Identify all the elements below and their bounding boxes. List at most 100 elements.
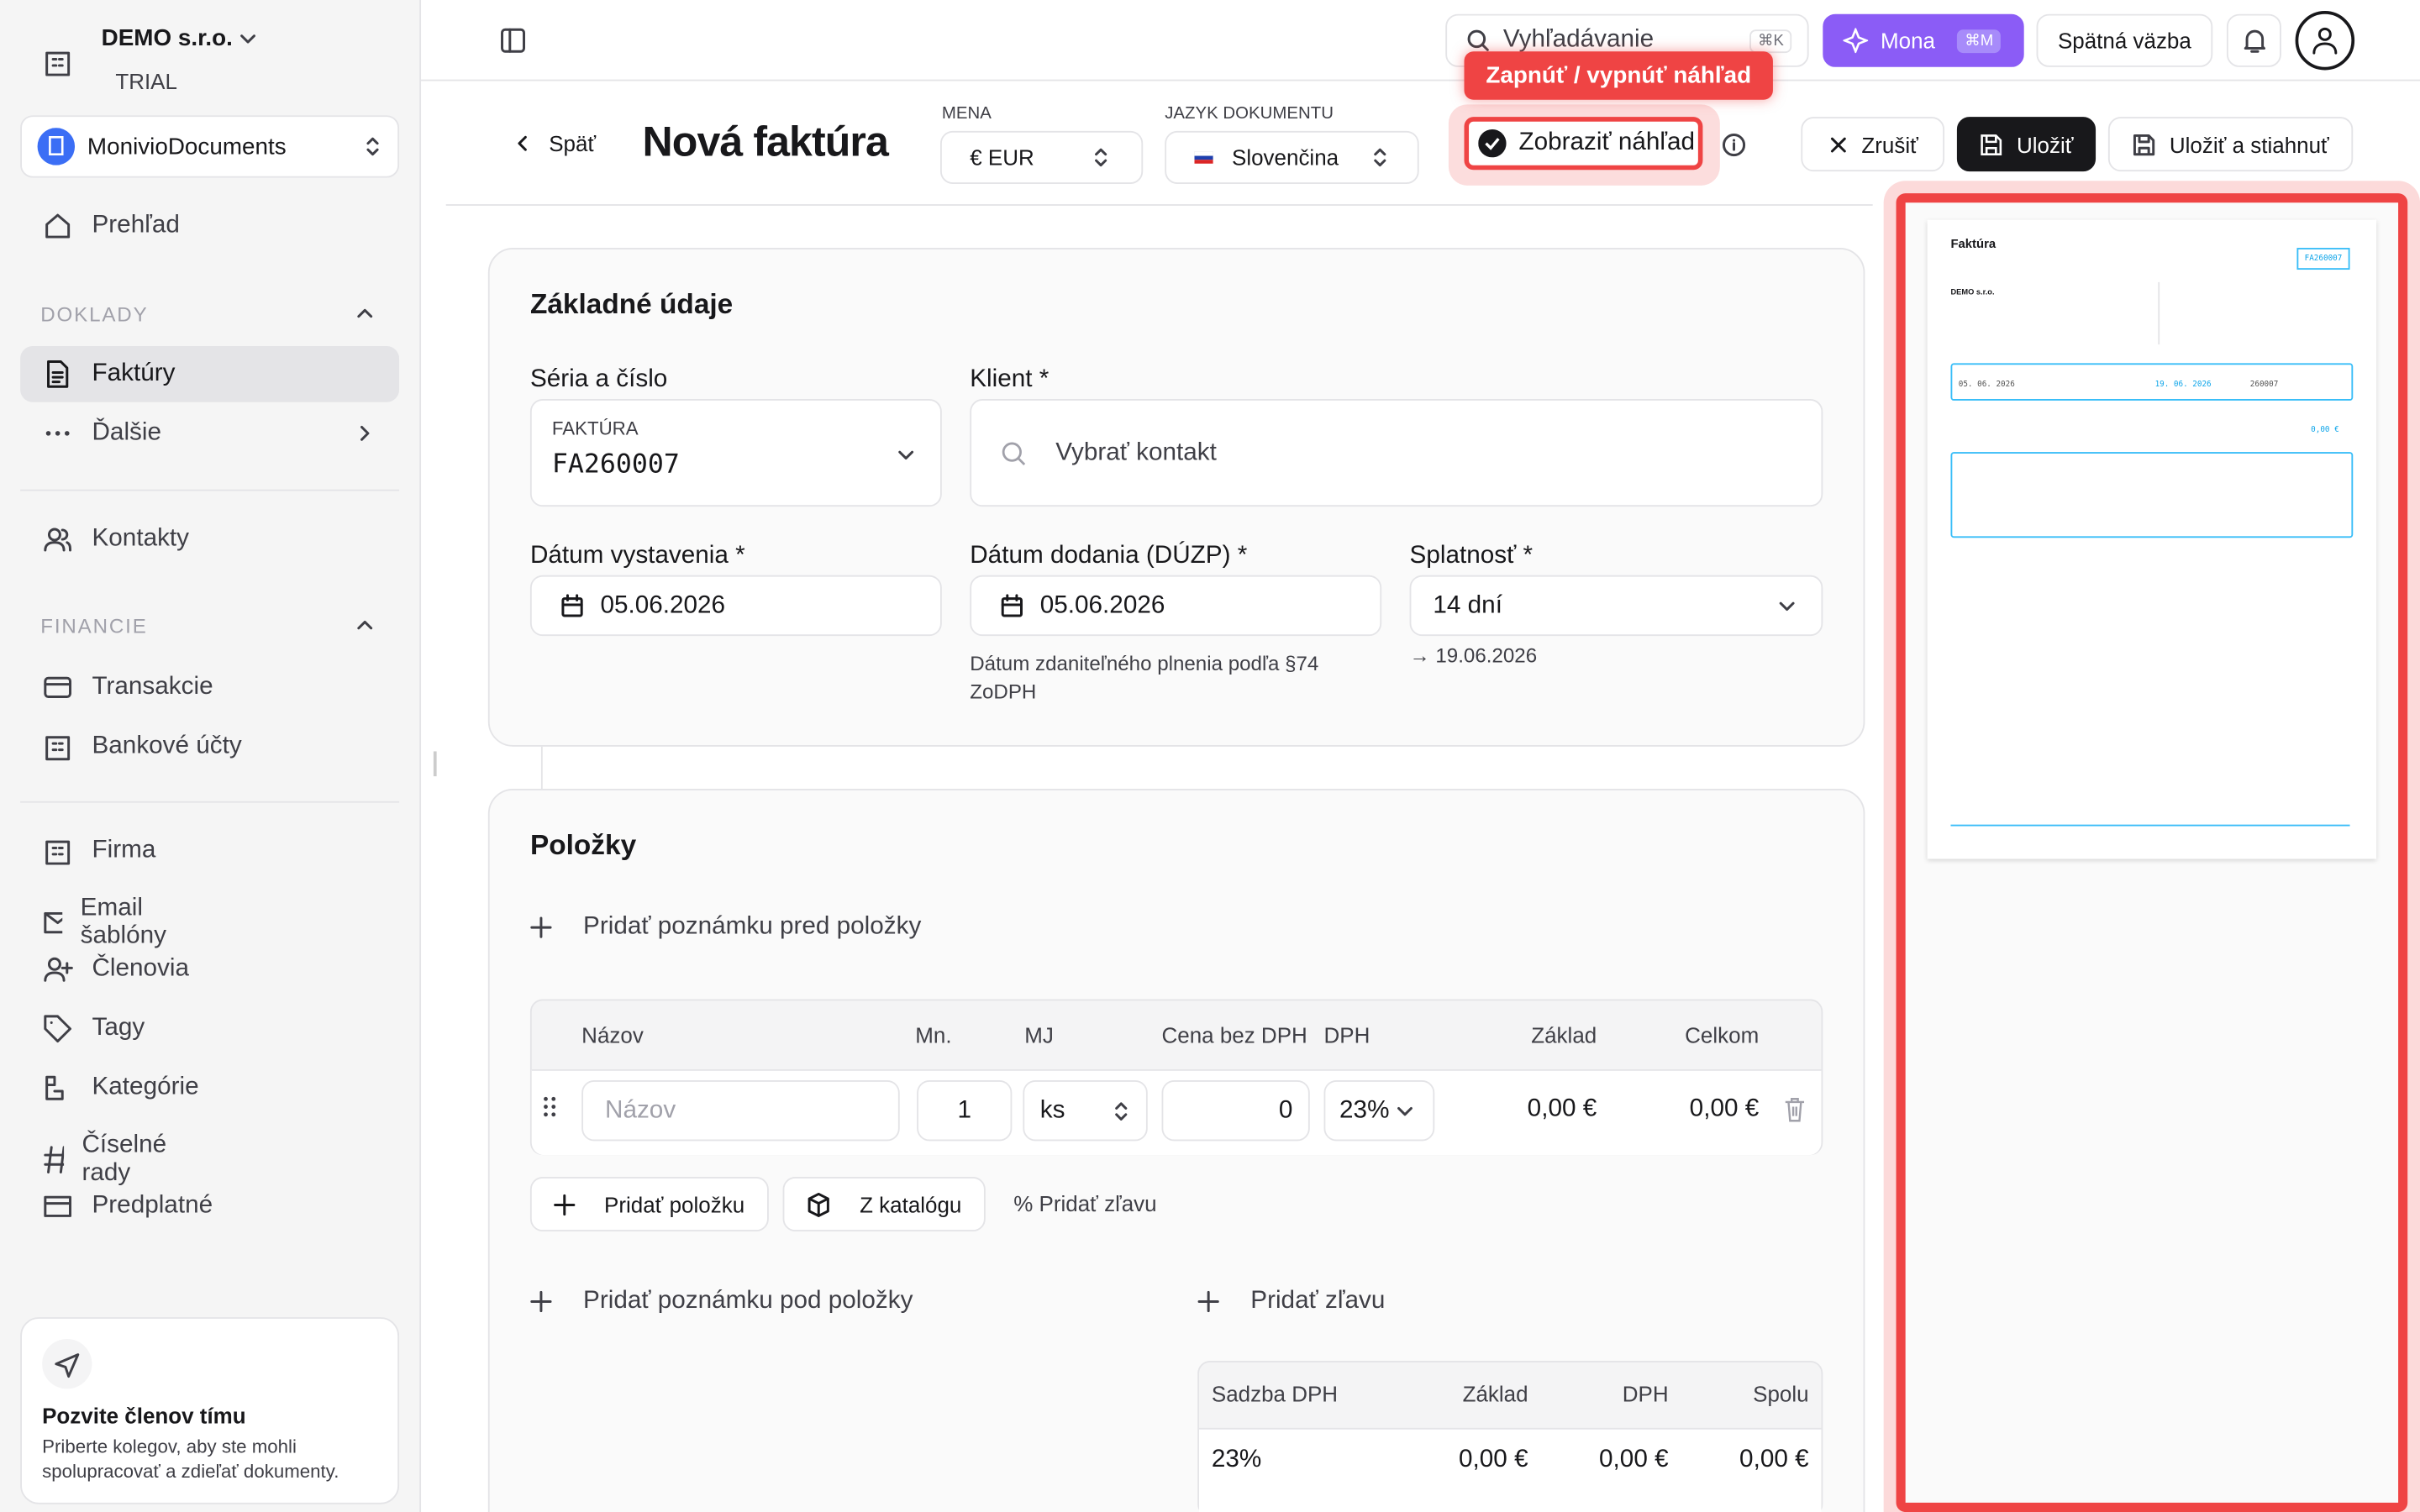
feedback-label: Spätná väzba	[2057, 28, 2191, 54]
vat-cell: 0,00 €	[1459, 1446, 1528, 1473]
save-download-button[interactable]: Uložiť a stiahnuť	[2107, 117, 2354, 172]
info-icon[interactable]	[1722, 133, 1747, 158]
tooltip: Zapnúť / vypnúť náhľad	[1464, 51, 1773, 100]
item-quantity[interactable]: 1	[917, 1080, 1013, 1142]
issue-date[interactable]: 05.06.2026	[529, 575, 942, 637]
preview-vs: 260007	[2249, 380, 2279, 390]
nav-active-bg	[20, 345, 400, 402]
invite-title: Pozvite členov tímu	[42, 1403, 246, 1428]
nav-transactions[interactable]: Transakcie	[42, 672, 213, 703]
discount-inline[interactable]: % Pridať zľavu	[1013, 1190, 1157, 1216]
avatar[interactable]	[2295, 10, 2355, 71]
link-label: Pridať poznámku pred položky	[583, 913, 922, 940]
nav-item[interactable]: Tagy	[42, 1013, 145, 1044]
add-item-button[interactable]: Pridať položku	[529, 1177, 769, 1232]
delete-item[interactable]	[1782, 1096, 1807, 1124]
item-price[interactable]: 0	[1161, 1080, 1310, 1142]
nav-label: Prehľad	[92, 212, 180, 239]
series-type: FAKTÚRA	[551, 417, 639, 440]
back-label: Späť	[549, 130, 597, 156]
preview-supplier: DEMO s.r.o.	[1950, 288, 1995, 298]
placeholder: Názov	[605, 1096, 676, 1124]
nav-overview[interactable]: Prehľad	[42, 211, 180, 242]
due-date: → 19.06.2026	[1409, 643, 1538, 668]
sidebar-toggle[interactable]	[499, 27, 527, 55]
invite-card: Pozvite členov tímu Priberte kolegov, ab…	[20, 1317, 400, 1504]
nav-contacts[interactable]: Kontakty	[42, 524, 189, 555]
chevron	[240, 34, 255, 44]
delivery-date[interactable]: 05.06.2026	[970, 575, 1382, 637]
item-name[interactable]: Názov	[581, 1080, 900, 1142]
note-after[interactable]: Pridať poznámku pod položky	[530, 1288, 913, 1315]
assistant-button[interactable]: Mona ⌘M	[1823, 13, 2024, 67]
nav-label: Kategórie	[92, 1074, 199, 1101]
shortcut: ⌘M	[1956, 29, 2002, 53]
notifications[interactable]	[2226, 13, 2281, 67]
workspace-switcher[interactable]: MonivioDocuments	[20, 115, 400, 178]
preview-title: Faktúra	[1950, 237, 1996, 251]
column-header: DPH	[1323, 1022, 1370, 1048]
due-select[interactable]: 14 dní	[1409, 575, 1823, 637]
item-base: 0,00 €	[1527, 1095, 1597, 1123]
nav-bank[interactable]: Bankové účty	[42, 731, 242, 762]
nav-more[interactable]: Ďalšie	[42, 417, 161, 449]
field-label: Klient *	[970, 366, 1050, 393]
back-link[interactable]: Späť	[514, 131, 596, 156]
field-hint: Dátum zdaniteľného plnenia podľa §74 ZoD…	[970, 651, 1319, 703]
item-vat[interactable]: 23%	[1323, 1080, 1435, 1142]
nav-label: Kontakty	[92, 525, 190, 552]
save-button[interactable]: Uložiť	[1956, 117, 2096, 172]
preview-toggle[interactable]: Zobraziť náhľad	[1464, 117, 1703, 171]
nav-label: Predplatné	[92, 1192, 213, 1220]
company-name[interactable]: DEMO s.r.o.	[101, 24, 233, 52]
workspace-name: MonivioDocuments	[87, 133, 287, 160]
column-header: Názov	[581, 1022, 644, 1048]
nav-item[interactable]: Email šablóny	[42, 895, 178, 951]
client-select[interactable]: Vybrať kontakt	[970, 399, 1823, 507]
feedback-button[interactable]: Spätná väzba	[2036, 13, 2213, 67]
nav-label: Ďalšie	[92, 419, 162, 446]
field-label: Splatnosť *	[1409, 542, 1534, 570]
field-label: Dátum vystavenia *	[529, 542, 745, 570]
item-unit[interactable]: ks	[1023, 1080, 1148, 1142]
client-placeholder: Vybrať kontakt	[1055, 438, 1217, 465]
cancel-button[interactable]: Zrušiť	[1801, 117, 1945, 172]
nav-label: Bankové účty	[92, 732, 242, 759]
nav-item[interactable]: Číselné rady	[42, 1131, 176, 1188]
nav-item[interactable]: Členovia	[42, 954, 189, 985]
vat: 23%	[1339, 1096, 1390, 1124]
preview-number: FA260007	[2296, 248, 2350, 270]
link-label: Pridať zľavu	[1250, 1287, 1386, 1315]
button-label: Pridať položku	[603, 1191, 745, 1217]
date-value: 05.06.2026	[1039, 591, 1165, 618]
column-header: Cena bez DPH	[1161, 1022, 1307, 1048]
nav-label: Členovia	[92, 955, 190, 983]
preview-issue: 05. 06. 2026	[1958, 380, 2015, 390]
nav-item[interactable]: Firma	[42, 836, 155, 867]
nav-invoices[interactable]: Faktúry	[42, 359, 175, 390]
language-select[interactable]: Slovenčina	[1165, 130, 1419, 184]
preview-toggle-label: Zobraziť náhľad	[1518, 129, 1696, 156]
vat-column-header: DPH	[1622, 1381, 1669, 1406]
unit: ks	[1039, 1096, 1065, 1124]
due-value: 14 dní	[1433, 591, 1502, 618]
currency-select[interactable]: € EUR	[939, 130, 1144, 184]
nav-label: Číselné rady	[82, 1131, 167, 1187]
vat-cell: 23%	[1211, 1446, 1262, 1473]
nav-label: Firma	[92, 837, 156, 864]
shortcut: ⌘K	[1749, 29, 1792, 53]
company-icon	[45, 51, 71, 76]
preview-document: Faktúra FA260007 DEMO s.r.o. 05. 06. 202…	[1927, 219, 2377, 859]
add-discount[interactable]: Pridať zľavu	[1197, 1288, 1385, 1315]
series-select[interactable]: FAKTÚRA FA260007	[529, 399, 942, 507]
nav-item[interactable]: Predplatné	[42, 1191, 213, 1222]
note-before[interactable]: Pridať poznámku pred položky	[530, 913, 921, 941]
nav-item[interactable]: Kategórie	[42, 1073, 199, 1104]
catalog-button[interactable]: Z katalógu	[782, 1177, 986, 1232]
assistant-label: Mona	[1880, 28, 1935, 54]
invite-text: Priberte kolegov, aby ste mohli spolupra…	[42, 1436, 339, 1483]
series-number: FA260007	[551, 449, 680, 480]
column-header: MJ	[1024, 1022, 1054, 1048]
